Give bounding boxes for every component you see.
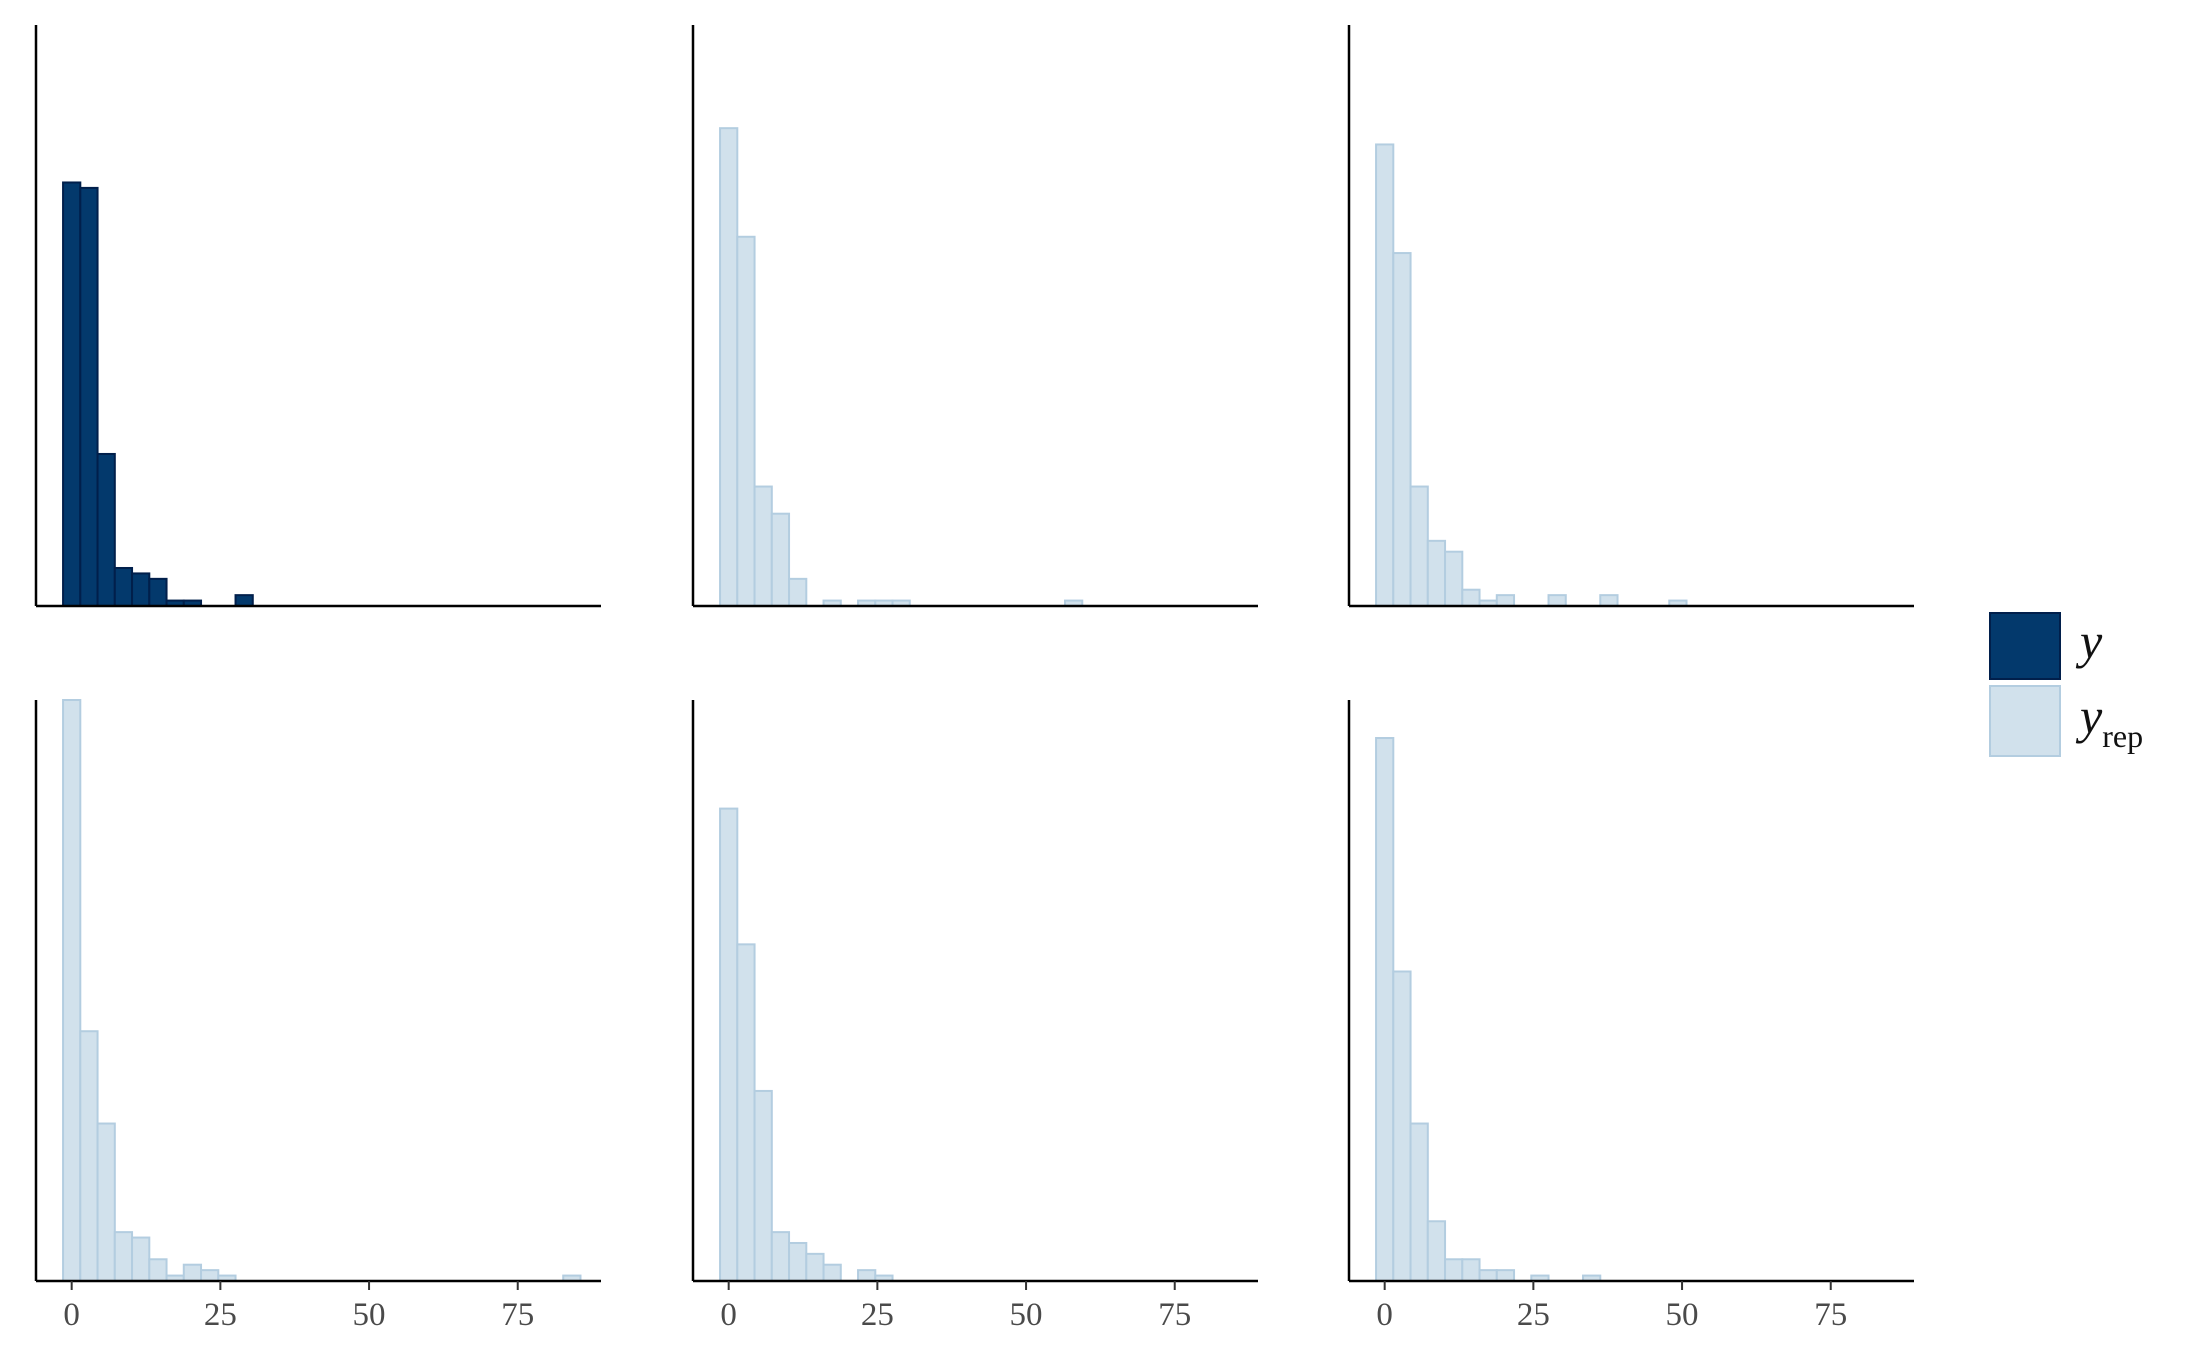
histogram-panel-6: 0 25 50 75 (1347, 700, 1914, 1333)
histogram-bar (1392, 970, 1412, 1282)
histogram-bar (857, 1269, 877, 1283)
histogram-bar (1426, 1220, 1447, 1283)
histogram-bar (1444, 550, 1464, 608)
histogram-bar (1375, 737, 1395, 1282)
histogram-bar (131, 1236, 151, 1283)
histogram-bar (113, 1231, 134, 1283)
histogram-panel-1 (34, 25, 601, 608)
histogram-bar (1495, 1269, 1516, 1283)
histogram-bar (1461, 588, 1481, 608)
histogram-bar (770, 1231, 791, 1283)
histogram-bar (1375, 143, 1395, 608)
legend-item-y: y (1989, 612, 2103, 680)
histogram-bar (1495, 594, 1516, 608)
x-tick-label: 50 (353, 1297, 386, 1333)
x-tick-label: 75 (501, 1297, 534, 1333)
x-tick-label: 25 (204, 1297, 237, 1333)
histogram-bar (822, 1263, 842, 1282)
histogram-bar (79, 186, 99, 607)
histogram-bar (182, 1263, 203, 1282)
x-tick-label: 75 (1814, 1297, 1847, 1333)
histogram-bar (788, 577, 808, 607)
histogram-bar (96, 1122, 116, 1283)
histogram-bar (1444, 1258, 1464, 1283)
histogram-bar (1547, 594, 1567, 608)
legend-swatch (1989, 612, 2061, 680)
histogram-bar (200, 1269, 220, 1283)
legend: y yrep (1989, 612, 2143, 757)
legend-item-yrep: yrep (1989, 685, 2143, 757)
histogram-bar (148, 577, 168, 607)
histogram-bar (131, 572, 151, 607)
histogram-bar (770, 512, 791, 607)
histogram-bar (719, 807, 739, 1282)
histogram-bar (113, 566, 134, 607)
histogram-bar (736, 235, 756, 608)
histogram-bar (753, 1089, 773, 1282)
histogram-bar (788, 1241, 808, 1282)
x-tick-label: 75 (1158, 1297, 1191, 1333)
x-tick-label: 25 (861, 1297, 894, 1333)
histogram-panel-4: 0 25 50 75 (34, 699, 601, 1333)
histogram-bar (1426, 539, 1447, 608)
legend-swatch (1989, 685, 2061, 757)
x-tick-label: 50 (1010, 1297, 1043, 1333)
legend-label: y (2075, 613, 2103, 669)
histogram-bar (79, 1030, 99, 1282)
histogram-panel-2 (691, 25, 1258, 608)
histogram-bar (1409, 1122, 1429, 1283)
histogram-bar (62, 699, 82, 1282)
histogram-bar (805, 1252, 825, 1282)
histogram-bar (1392, 252, 1412, 607)
histogram-bar (1409, 485, 1429, 608)
histogram-bar (148, 1258, 168, 1283)
histogram-bar (1461, 1258, 1481, 1283)
x-tick-label: 50 (1666, 1297, 1699, 1333)
histogram-panels: 0 25 50 75 0 25 50 75 0 25 50 75 (34, 25, 1914, 1333)
histogram-panel-3 (1347, 25, 1914, 608)
histogram-bar (753, 485, 773, 608)
histogram-bar (96, 452, 116, 607)
x-tick-label: 0 (63, 1297, 80, 1333)
histogram-panel-5: 0 25 50 75 (691, 700, 1258, 1333)
histogram-bar (62, 181, 82, 607)
histogram-bar (1599, 594, 1619, 608)
legend-label: yrep (2075, 688, 2143, 754)
histogram-bar (234, 594, 254, 608)
histogram-bar (736, 943, 756, 1282)
x-tick-label: 25 (1517, 1297, 1550, 1333)
histogram-bar (719, 127, 739, 607)
histogram-bar (1478, 1269, 1498, 1283)
x-tick-label: 0 (1376, 1297, 1393, 1333)
x-tick-label: 0 (720, 1297, 737, 1333)
